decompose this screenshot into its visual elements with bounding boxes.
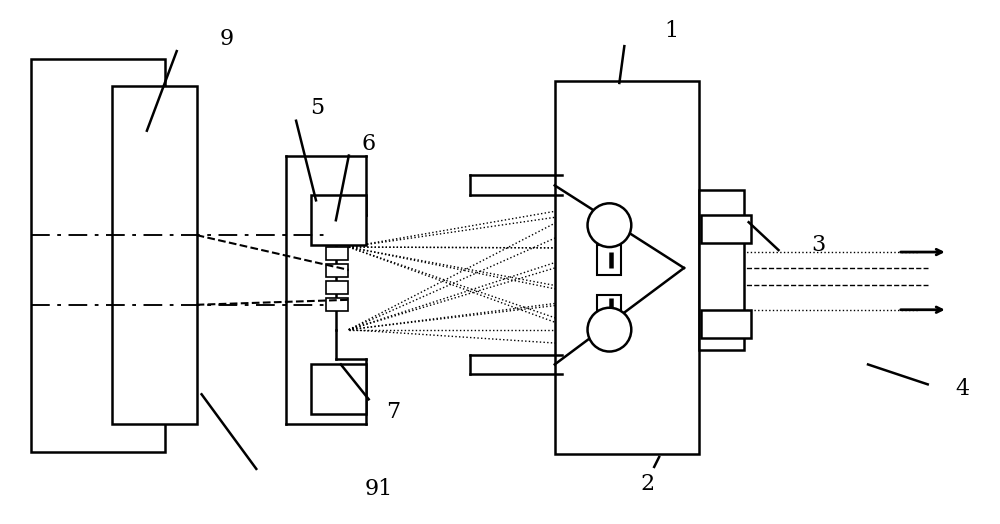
Text: 1: 1 [664, 20, 678, 42]
Bar [326, 264, 348, 277]
Circle shape [588, 308, 631, 352]
Bar [597, 245, 621, 275]
Text: 3: 3 [811, 234, 825, 256]
Text: 91: 91 [365, 478, 393, 500]
Circle shape [588, 203, 631, 247]
Bar [701, 215, 751, 243]
Bar [555, 81, 699, 454]
Text: 4: 4 [955, 378, 970, 400]
Text: 6: 6 [362, 133, 376, 155]
Bar [326, 247, 348, 260]
Bar [311, 195, 366, 245]
Bar [699, 190, 744, 350]
Text: 9: 9 [219, 28, 234, 50]
Text: 7: 7 [387, 401, 401, 423]
Bar [31, 59, 165, 452]
Bar [112, 86, 197, 424]
Text: 5: 5 [310, 97, 324, 119]
Bar [597, 295, 621, 325]
Text: 2: 2 [640, 473, 654, 495]
Bar [326, 298, 348, 311]
Bar [701, 310, 751, 337]
Bar [326, 281, 348, 294]
Bar [311, 365, 366, 414]
